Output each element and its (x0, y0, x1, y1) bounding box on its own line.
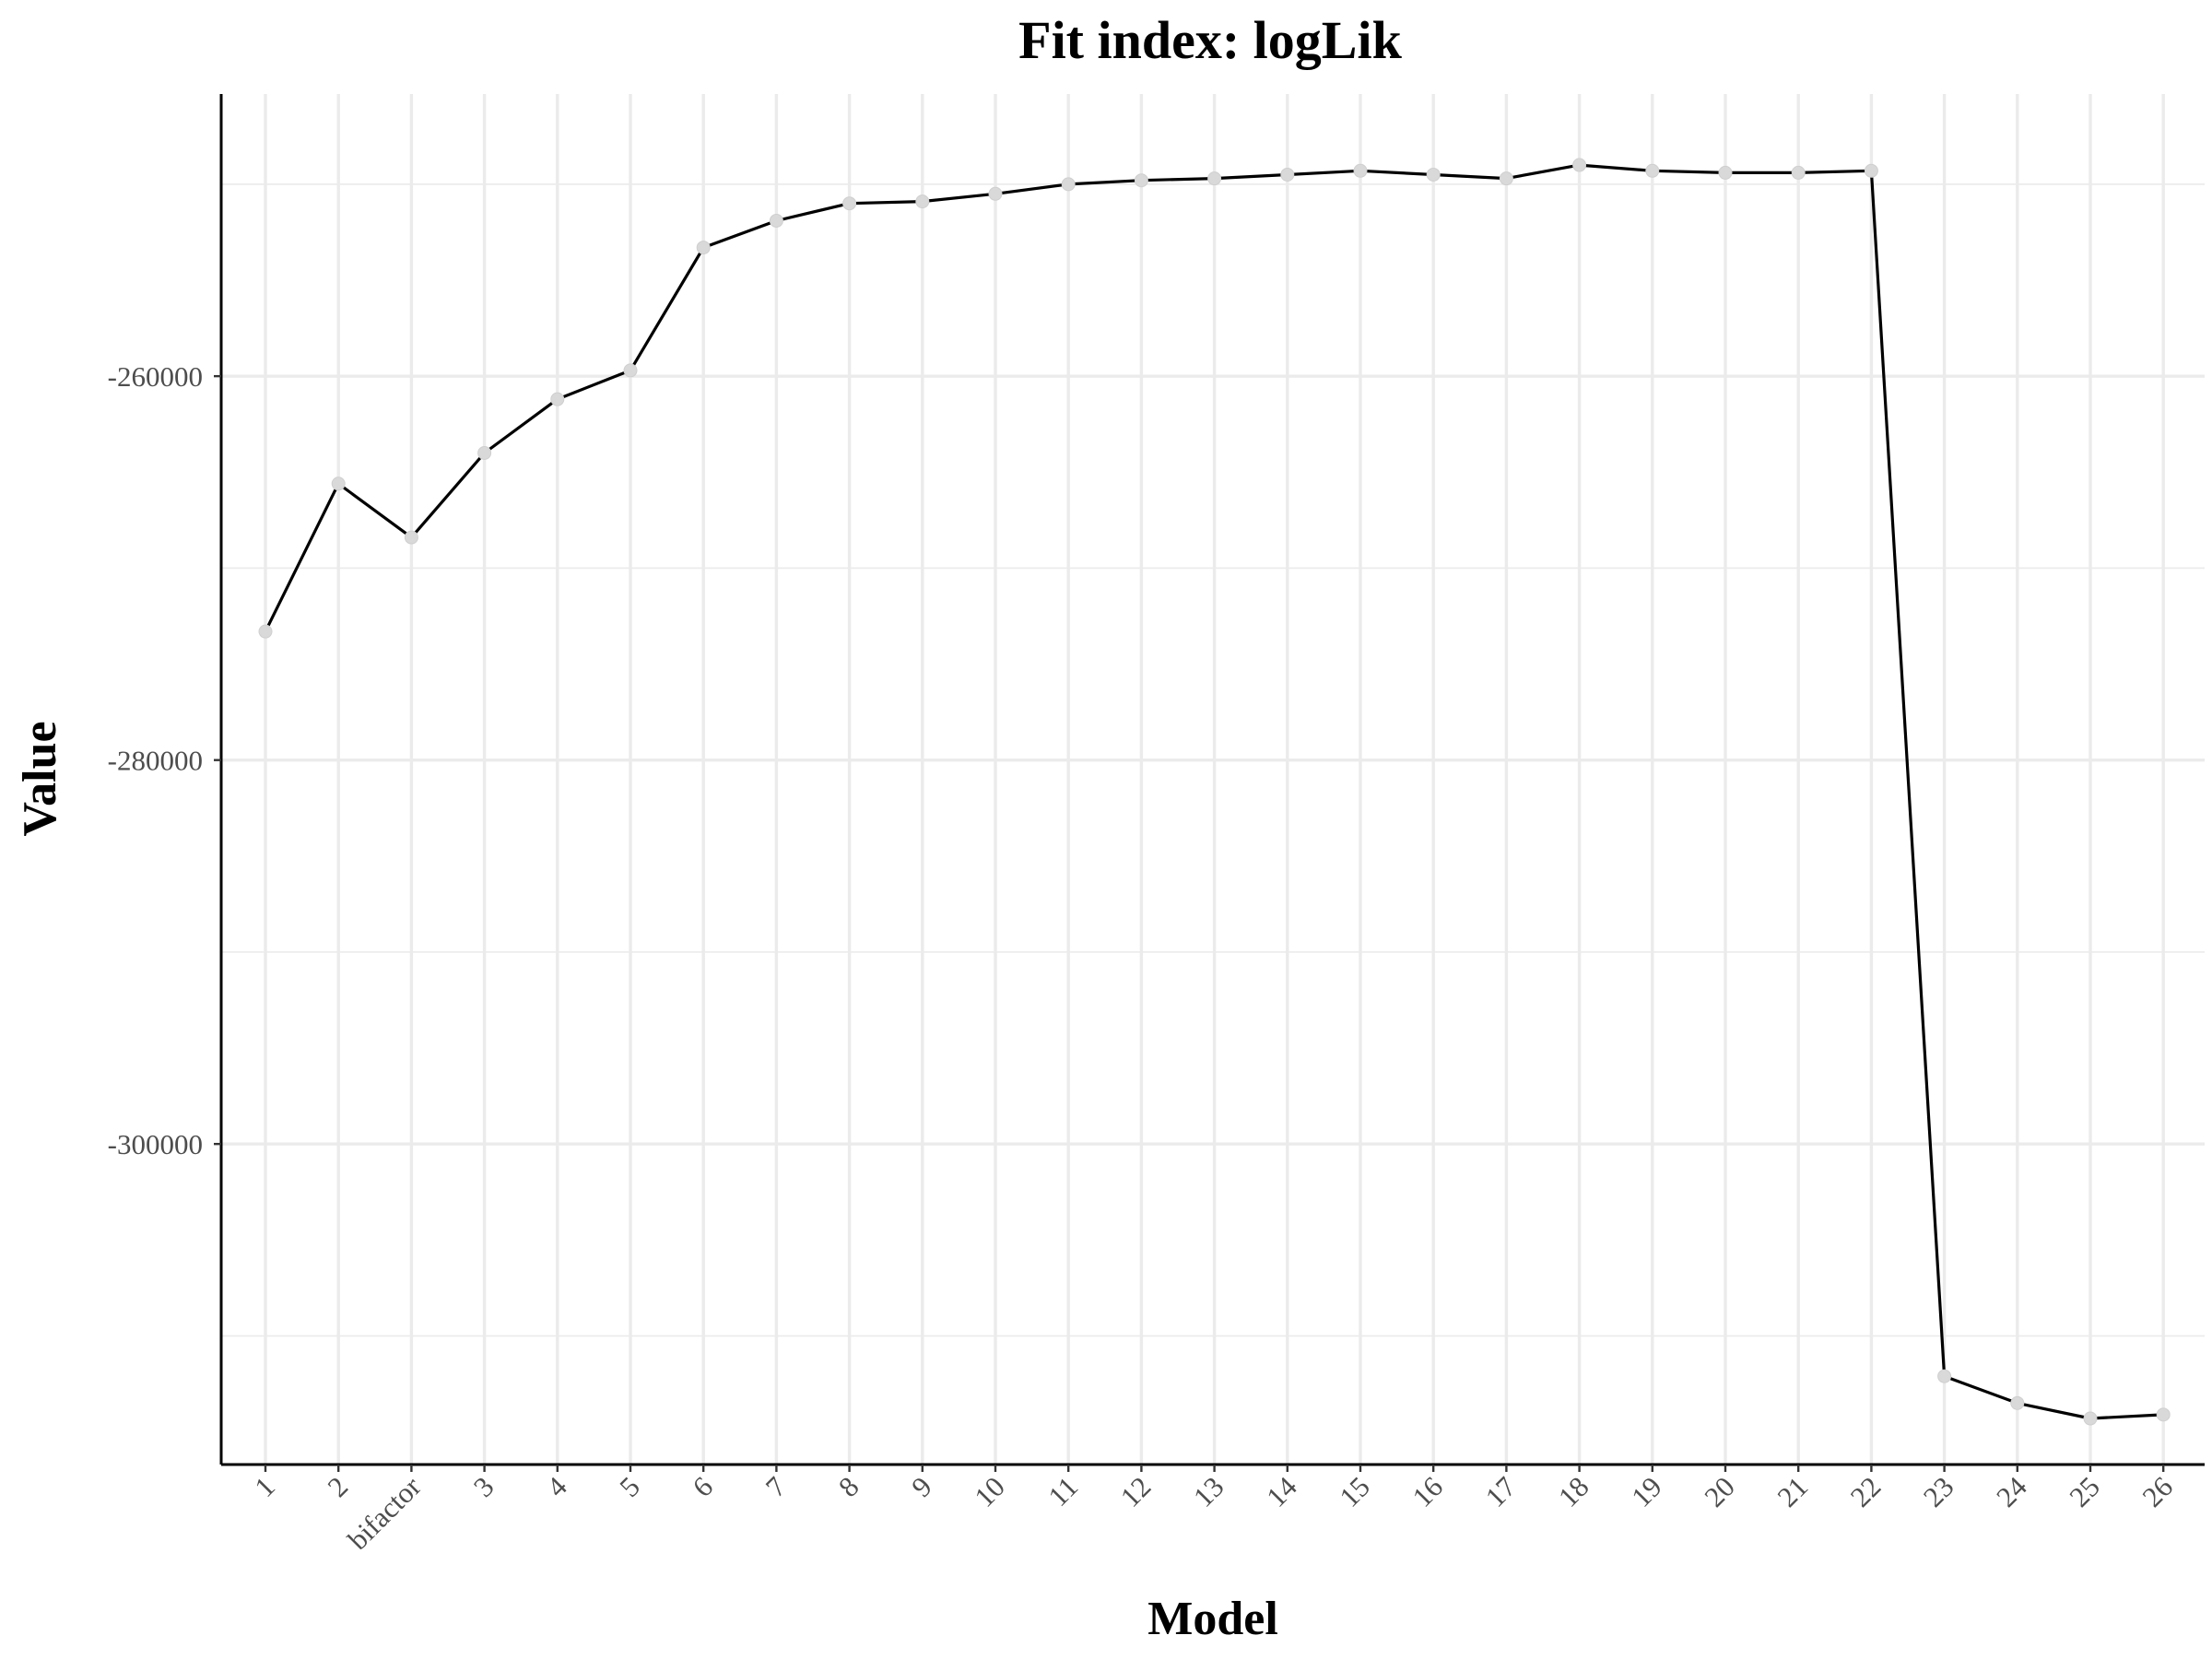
x-tick-label: 26 (2136, 1470, 2179, 1513)
x-tick-label: 19 (1625, 1470, 1668, 1513)
x-tick-label: 20 (1698, 1470, 1741, 1513)
data-point (1864, 163, 1878, 178)
data-point (331, 477, 346, 491)
data-point (258, 624, 273, 639)
x-tick-label: 2 (321, 1470, 354, 1503)
data-point (1280, 167, 1295, 182)
data-point (696, 241, 711, 255)
x-tick-label: 6 (686, 1470, 719, 1503)
data-point (477, 445, 492, 460)
x-tick-label: 9 (905, 1470, 938, 1503)
data-point (915, 194, 930, 209)
data-point (550, 392, 565, 406)
data-point (1207, 171, 1222, 186)
y-axis-title: Value (14, 721, 66, 836)
data-point (1134, 173, 1148, 188)
x-tick-label: 14 (1260, 1470, 1303, 1513)
x-tick-label: 12 (1114, 1470, 1158, 1513)
data-point (2156, 1407, 2171, 1422)
data-point (1645, 163, 1660, 178)
x-tick-label: 15 (1333, 1470, 1376, 1513)
x-tick-label: 10 (968, 1470, 1011, 1513)
data-point (2083, 1411, 2098, 1426)
data-point (1499, 171, 1513, 186)
axes (219, 94, 2205, 1466)
y-ticks: -260000 -280000 -300000 (108, 360, 221, 1160)
x-tick-label: 16 (1406, 1470, 1449, 1513)
chart-title: Fit index: logLik (1018, 10, 1402, 70)
data-point (1791, 165, 1806, 180)
x-tick-label: 22 (1844, 1470, 1888, 1513)
x-tick-label: 18 (1552, 1470, 1595, 1513)
x-tick-label: 23 (1917, 1470, 1960, 1513)
data-point (1353, 163, 1368, 178)
x-tick-label: 13 (1187, 1470, 1230, 1513)
x-tick-label: 5 (613, 1470, 646, 1503)
x-tick-label: 7 (759, 1470, 793, 1503)
x-tick-label: bifactor (341, 1470, 427, 1556)
data-point (988, 186, 1003, 201)
grid (221, 94, 2205, 1465)
data-point (1061, 177, 1076, 192)
data-point (769, 213, 783, 228)
x-tick-label: 21 (1771, 1470, 1814, 1513)
y-tick-label: -260000 (108, 360, 203, 393)
x-tick-label: 11 (1041, 1470, 1084, 1512)
series (258, 158, 2171, 1426)
data-point (623, 363, 638, 378)
y-tick-label: -300000 (108, 1128, 203, 1160)
x-tick-label: 25 (2063, 1470, 2106, 1513)
data-point (1718, 165, 1733, 180)
x-tick-label: 3 (467, 1470, 500, 1503)
x-tick-label: 4 (540, 1470, 573, 1503)
x-tick-label: 24 (1990, 1470, 2033, 1513)
x-axis-title: Model (1147, 1593, 1278, 1645)
data-point (1572, 158, 1587, 172)
data-point (2010, 1395, 2025, 1410)
x-tick-label: 17 (1479, 1470, 1523, 1513)
data-point (1426, 167, 1441, 182)
data-point (404, 530, 418, 545)
data-point (842, 196, 857, 211)
x-tick-label: 1 (248, 1470, 281, 1503)
data-point (1937, 1369, 1952, 1383)
x-tick-label: 8 (832, 1470, 865, 1503)
y-tick-label: -280000 (108, 745, 203, 777)
